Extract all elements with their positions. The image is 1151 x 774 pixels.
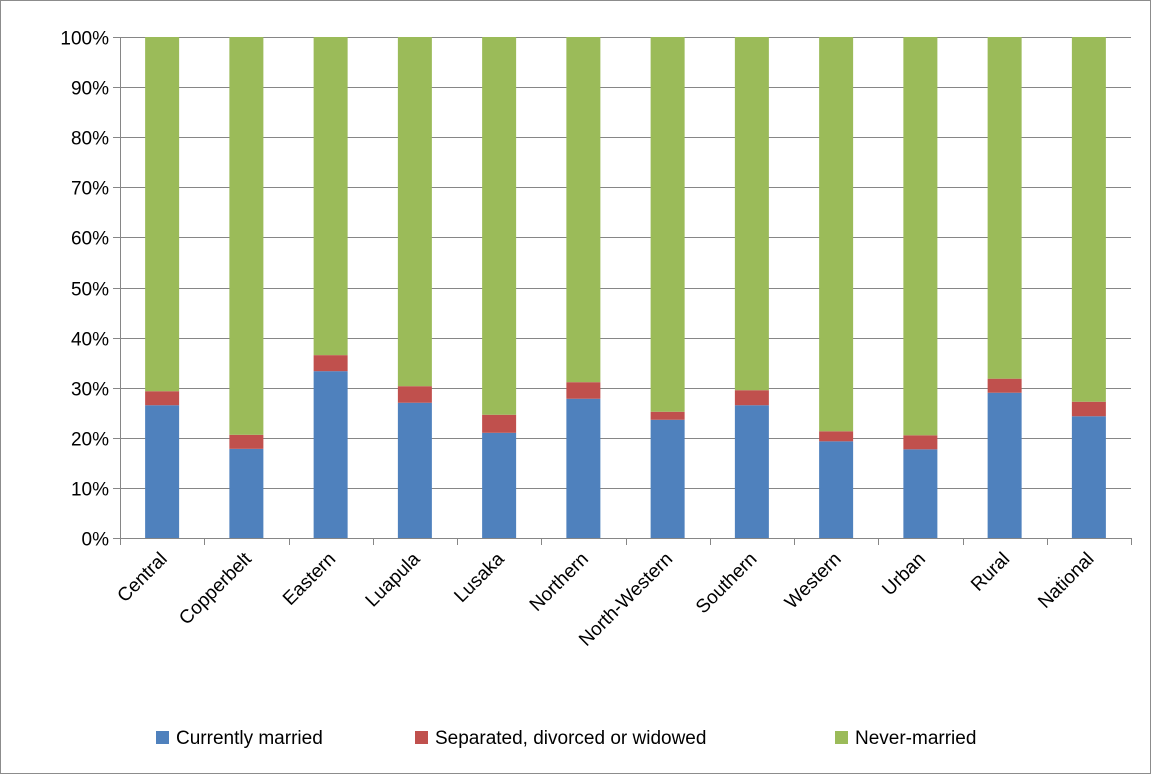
- bar-segment: [313, 355, 348, 372]
- bar-segment: [1071, 37, 1106, 402]
- bar-segment: [734, 405, 769, 538]
- y-tick-label: 50%: [71, 280, 109, 301]
- legend-label: Separated, divorced or widowed: [435, 728, 706, 749]
- legend-item: Never-married: [835, 728, 976, 749]
- gridlines: [120, 37, 1131, 489]
- bar-segment: [229, 37, 264, 435]
- y-tick-label: 10%: [71, 480, 109, 501]
- legend-swatch: [835, 731, 848, 744]
- legend-item: Separated, divorced or widowed: [415, 728, 706, 749]
- bar-segment: [566, 382, 601, 399]
- y-tick-label: 60%: [71, 229, 109, 250]
- bar-segment: [145, 405, 180, 538]
- bar-segment: [482, 432, 517, 538]
- bar-segment: [987, 378, 1022, 393]
- bar-segment: [819, 431, 854, 442]
- bar-segment: [650, 37, 685, 412]
- bar-segment: [145, 37, 180, 392]
- legend: Currently married Separated, divorced or …: [156, 728, 976, 749]
- y-tick-label: 80%: [71, 129, 109, 150]
- bar-segment: [313, 37, 348, 356]
- bar-segment: [987, 392, 1022, 538]
- bar-segment: [482, 414, 517, 433]
- bar-segment: [397, 386, 432, 403]
- bar-segment: [987, 37, 1022, 379]
- y-tick-label: 90%: [71, 79, 109, 100]
- bar-segment: [819, 441, 854, 538]
- y-tick-label: 30%: [71, 380, 109, 401]
- bar-segment: [903, 37, 938, 436]
- bar-segment: [229, 448, 264, 538]
- x-tick-label: Luapula: [362, 548, 425, 611]
- x-tick-label: Eastern: [279, 549, 340, 610]
- y-tick-label: 70%: [71, 179, 109, 200]
- bar-segment: [819, 37, 854, 432]
- bar-segment: [903, 435, 938, 450]
- bars: [145, 37, 1106, 538]
- bar-segment: [650, 419, 685, 538]
- legend-label: Currently married: [176, 728, 323, 749]
- x-tick-label: Central: [114, 549, 172, 607]
- x-tick-label: Urban: [878, 549, 929, 600]
- x-tick-label: Rural: [967, 549, 1014, 596]
- bar-segment: [650, 411, 685, 420]
- bar-segment: [229, 434, 264, 449]
- bar-segment: [1071, 401, 1106, 417]
- x-tick-label: National: [1034, 549, 1098, 613]
- y-tick-label: 0%: [82, 530, 110, 551]
- bar-segment: [313, 371, 348, 538]
- bar-segment: [566, 37, 601, 383]
- y-tick-label: 100%: [60, 29, 109, 50]
- x-tick-label: Western: [781, 549, 846, 614]
- bar-segment: [1071, 416, 1106, 538]
- y-tick-label: 40%: [71, 330, 109, 351]
- x-tick-label: Lusaka: [450, 548, 508, 606]
- bar-segment: [145, 391, 180, 406]
- x-tick-label: Southern: [692, 549, 761, 618]
- bar-segment: [397, 37, 432, 387]
- legend-swatch: [156, 731, 169, 744]
- y-tick-label: 20%: [71, 430, 109, 451]
- bar-segment: [482, 37, 517, 415]
- bar-segment: [734, 37, 769, 391]
- bar-segment: [903, 449, 938, 538]
- legend-item: Currently married: [156, 728, 323, 749]
- x-tick-label: Northern: [526, 549, 593, 616]
- legend-label: Never-married: [855, 728, 976, 749]
- legend-swatch: [415, 731, 428, 744]
- bar-segment: [566, 398, 601, 538]
- x-tick-label: Copperbelt: [175, 548, 256, 629]
- bar-segment: [734, 390, 769, 406]
- bar-segment: [397, 402, 432, 538]
